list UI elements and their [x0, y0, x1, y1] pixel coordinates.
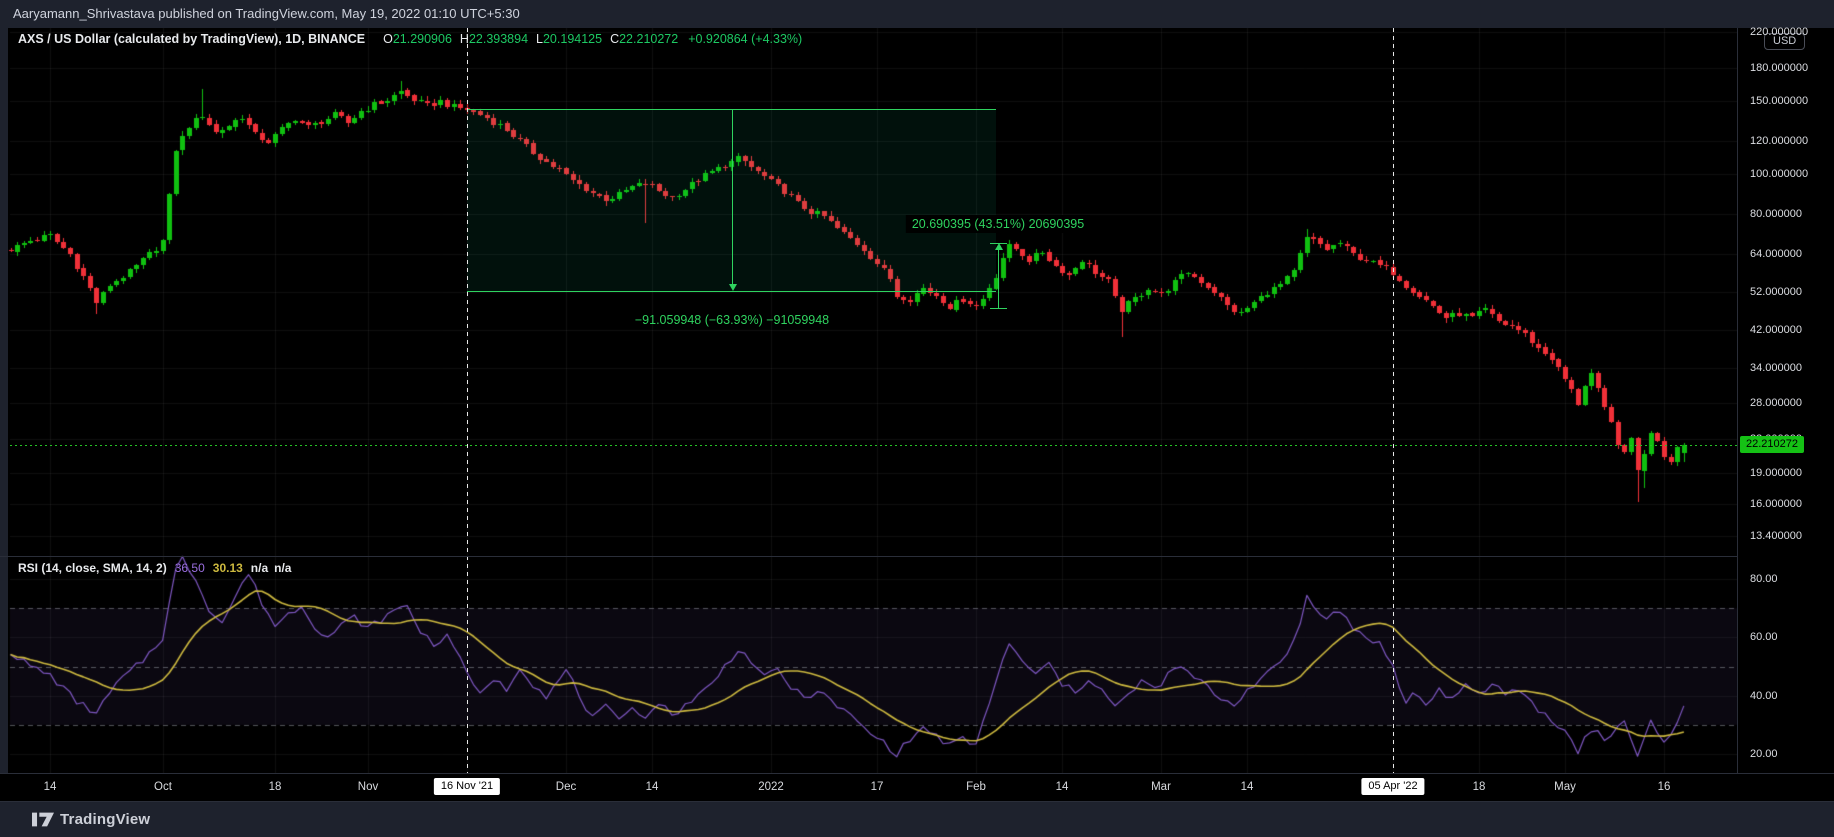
- rsi-sma-value: 30.13: [212, 561, 243, 575]
- vertical-date-line-nov16[interactable]: [467, 28, 468, 773]
- price-change-value: +0.920864 (+4.33%): [688, 32, 803, 46]
- time-axis-label: 14: [1055, 781, 1069, 793]
- price-axis-label: 100.000000: [1750, 168, 1809, 180]
- tradingview-logo-icon[interactable]: [32, 812, 54, 827]
- date-marker-label[interactable]: 05 Apr '22: [1361, 778, 1425, 795]
- price-range-top-line[interactable]: [467, 109, 996, 110]
- publish-bar: Aaryamann_Shrivastava published on Tradi…: [0, 0, 1834, 28]
- time-axis-label: 14: [43, 781, 57, 793]
- footer-bar: TradingView: [0, 802, 1834, 837]
- price-range-up-label: 20.690395 (43.51%) 20690395: [905, 215, 1091, 233]
- time-axis-label: Nov: [357, 781, 379, 793]
- left-margin-strip: [0, 28, 8, 801]
- time-axis-label: 18: [268, 781, 282, 793]
- time-axis-label: Mar: [1151, 781, 1171, 793]
- price-range-arrow-line: [732, 109, 733, 285]
- rsi-axis-label: 60.00: [1750, 631, 1778, 643]
- price-axis-label: 180.000000: [1750, 62, 1809, 74]
- price-axis-label: 120.000000: [1750, 135, 1809, 147]
- date-marker-label[interactable]: 16 Nov '21: [433, 778, 501, 795]
- ohlc-close-value: 22.210272: [619, 32, 679, 46]
- tradingview-brand-text[interactable]: TradingView: [60, 811, 151, 828]
- panel-divider[interactable]: [0, 556, 1834, 557]
- ohlc-low-value: 20.194125: [542, 32, 603, 46]
- currency-badge[interactable]: USD: [1764, 33, 1806, 50]
- rsi-legend[interactable]: RSI (14, close, SMA, 14, 2) 36.50 30.13 n/a…: [18, 561, 297, 577]
- rsi-axis-label: 40.00: [1750, 690, 1778, 702]
- time-axis-label: Oct: [154, 781, 172, 793]
- price-axis[interactable]: USD 22.210272 220.000000 180.000000 150.00…: [1737, 26, 1834, 773]
- rsi-axis-label: 20.00: [1750, 748, 1778, 760]
- symbol-title: AXS / US Dollar (calculated by TradingVi…: [18, 32, 366, 46]
- rsi-na-1: n/a: [250, 561, 269, 575]
- price-range-tool-area[interactable]: [467, 109, 996, 291]
- ohlc-open-key: O: [383, 32, 393, 46]
- vertical-date-line-apr05[interactable]: [1393, 28, 1394, 773]
- current-price-tag: 22.210272: [1740, 436, 1804, 453]
- rsi-value: 36.50: [174, 561, 205, 575]
- ohlc-high-value: 22.393894: [468, 32, 529, 46]
- price-axis-label: 80.000000: [1750, 208, 1802, 220]
- price-axis-label: 52.000000: [1750, 286, 1802, 298]
- rsi-title: RSI (14, close, SMA, 14, 2): [18, 561, 167, 575]
- time-axis-label: Dec: [555, 781, 577, 793]
- time-axis-label: May: [1554, 781, 1576, 793]
- time-axis-label: Feb: [966, 781, 986, 793]
- arrow-down-icon: [729, 284, 737, 291]
- time-axis-label: 18: [1472, 781, 1486, 793]
- price-axis-label: 28.000000: [1750, 397, 1802, 409]
- price-axis-label: 220.000000: [1750, 26, 1809, 38]
- price-axis-label: 19.000000: [1750, 467, 1802, 479]
- time-axis-label: 17: [870, 781, 884, 793]
- price-axis-label: 16.000000: [1750, 498, 1802, 510]
- ohlc-close-key: C: [610, 32, 620, 46]
- time-axis-bottom-border: [0, 801, 1834, 802]
- price-chart-canvas[interactable]: [0, 28, 1737, 773]
- price-axis-label: 42.000000: [1750, 324, 1802, 336]
- rsi-na-2: n/a: [274, 561, 292, 575]
- price-axis-label: 64.000000: [1750, 248, 1802, 260]
- measure-up-cap-top: [990, 243, 1007, 244]
- price-axis-label: 150.000000: [1750, 95, 1809, 107]
- measure-up-cap-bottom: [990, 308, 1007, 309]
- chart-legend[interactable]: AXS / US Dollar (calculated by TradingVi…: [18, 32, 802, 50]
- rsi-axis-label: 80.00: [1750, 573, 1778, 585]
- time-axis-top-border: [0, 773, 1834, 774]
- ohlc-high-key: H: [459, 32, 469, 46]
- time-axis-label: 14: [1240, 781, 1254, 793]
- arrow-up-icon: [995, 243, 1003, 250]
- current-price-line: [10, 445, 1737, 446]
- price-axis-label: 13.400000: [1750, 530, 1802, 542]
- ohlc-low-key: L: [536, 32, 543, 46]
- time-axis-label: 16: [1657, 781, 1671, 793]
- time-axis[interactable]: 14 Oct 18 Nov Dec 14 2022 17 Feb 14 Mar 14 18 May 16 16…: [0, 774, 1834, 801]
- price-range-down-label: −91.059948 (−63.93%) −91059948: [634, 313, 830, 327]
- ohlc-open-value: 21.290906: [392, 32, 452, 46]
- price-axis-label: 34.000000: [1750, 362, 1802, 374]
- time-axis-label: 14: [645, 781, 659, 793]
- measure-up-line[interactable]: [998, 249, 999, 308]
- publish-info-text: Aaryamann_Shrivastava published on Tradi…: [13, 6, 520, 21]
- price-range-bottom-line[interactable]: [467, 291, 996, 292]
- time-axis-label: 2022: [758, 781, 784, 793]
